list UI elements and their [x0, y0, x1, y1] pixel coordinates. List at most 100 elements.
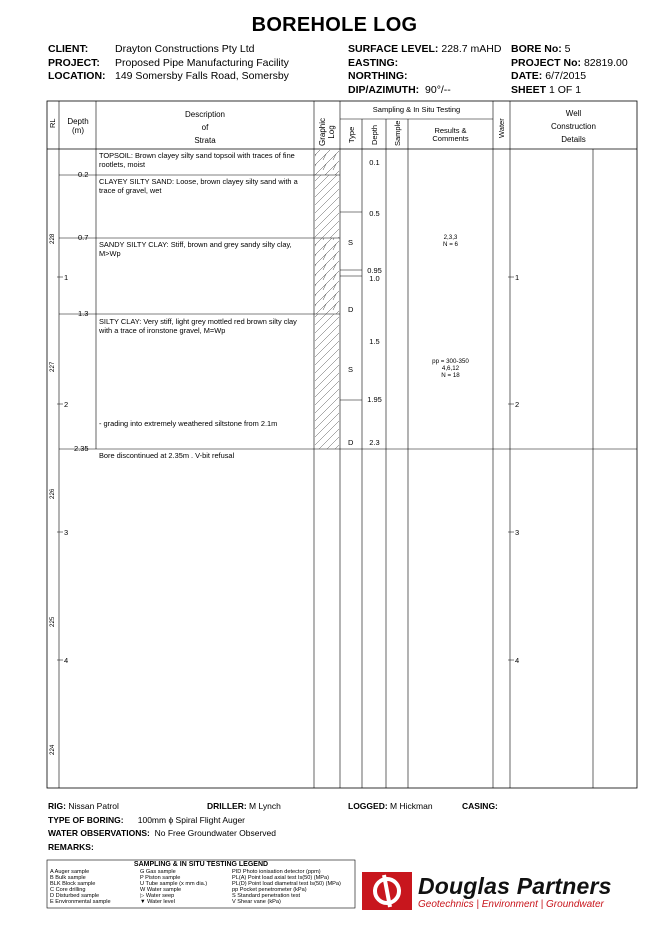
client-value: Drayton Constructions Pty Ltd [115, 43, 255, 55]
project-value: Proposed Pipe Manufacturing Facility [115, 56, 289, 69]
location-value: 149 Somersby Falls Road, Somersby [115, 70, 289, 82]
rl-tick: 226 [49, 488, 56, 499]
logged-value: M Hickman [390, 801, 433, 811]
well-header-3: Details [561, 135, 586, 144]
dip-value: 90°/-- [425, 83, 451, 96]
desc-header-3: Strata [194, 136, 216, 145]
sample-type: D [348, 438, 354, 447]
results-header: Results & Comments [408, 127, 493, 143]
legend-title: SAMPLING & IN SITU TESTING LEGEND [133, 861, 269, 868]
casing-label: CASING: [462, 801, 498, 811]
legend-item: pp Pocket penetrometer (kPa) [232, 887, 307, 893]
well-depth-tick: 1 [515, 273, 520, 282]
bore-label: BORE No: [511, 43, 562, 55]
depth-header-unit: (m) [72, 126, 84, 135]
result-line: pp = 300-350 [432, 358, 469, 365]
strata-depth: 2.35 [74, 444, 89, 453]
dip-label: DIP/AZIMUTH: [348, 83, 420, 96]
results-header-2: Comments [432, 134, 469, 143]
sheet-value: 1 OF 1 [548, 83, 582, 96]
boring-value: 100mm ϕ Spiral Flight Auger [137, 814, 246, 825]
header-left-values: Drayton Constructions Pty Ltd Proposed P… [115, 43, 289, 84]
bore-value: 5 [564, 43, 571, 55]
easting-label: EASTING: [348, 56, 399, 69]
sample-header: Sample [393, 120, 402, 146]
client-label: CLIENT: [48, 43, 89, 55]
legend-item: W Water sample [140, 887, 182, 893]
sample-depth-header: Depth [370, 124, 379, 145]
project-no-label: PROJECT No: [511, 56, 582, 69]
legend-item: V Shear vane (kPa) [232, 899, 281, 905]
rig-label: RIG: [48, 801, 66, 811]
desc-header-2: of [201, 123, 209, 132]
depth-tick: 3 [64, 528, 69, 537]
sample-type: S [348, 238, 354, 247]
douglas-partners-logo-icon [362, 872, 412, 910]
results-header-1: Results & [434, 126, 467, 135]
legend-col-3: PID Photo ionisation detector (ppm) PL(A… [232, 869, 341, 905]
desc-header: Description of Strata [96, 108, 314, 147]
header-mid: SURFACE LEVEL: 228.7 mAHD EASTING: NORTH… [348, 43, 501, 97]
legend-item: P Piston sample [140, 875, 181, 881]
result-line: N = 18 [441, 372, 460, 379]
type-header: Type [347, 126, 356, 143]
strata-description: CLAYEY SILTY SAND: Loose, brown clayey s… [99, 177, 298, 195]
sample-type: D [348, 305, 354, 314]
location-label: LOCATION: [48, 70, 106, 82]
legend-item: G Gas sample [140, 869, 176, 875]
depth-tick: 4 [64, 656, 69, 665]
strata-description: Bore discontinued at 2.35m . V-bit refus… [99, 451, 235, 460]
logged-label: LOGGED: [348, 801, 388, 811]
sample-depth: 0.95 [367, 266, 382, 275]
well-header-1: Well [565, 109, 582, 118]
legend-col-1: A Auger sample B Bulk sample BLK Block s… [50, 869, 111, 905]
remarks-label: REMARKS: [48, 841, 94, 852]
legend-item: PL(D) Point load diametral test Is(50) (… [232, 881, 341, 887]
legend-item: B Bulk sample [50, 875, 86, 881]
well-header-2: Construction [551, 122, 596, 131]
depth-tick: 2 [64, 400, 69, 409]
depth-header: Depth (m) [60, 117, 96, 135]
water-obs-value: No Free Groundwater Observed [154, 828, 277, 838]
northing-label: NORTHING: [348, 70, 408, 82]
surface-level-label: SURFACE LEVEL: [348, 43, 439, 55]
sample-depth: 1.0 [369, 274, 380, 283]
result-line: 4,6,12 [441, 365, 460, 372]
legend-item: D Disturbed sample [50, 893, 100, 899]
driller: DRILLER: M Lynch [207, 800, 281, 814]
boring-label: TYPE OF BORING: [48, 814, 124, 825]
legend-item: S Standard penetration test [232, 893, 301, 899]
rl-tick: 228 [49, 233, 56, 244]
well-depth-tick: 4 [515, 656, 520, 665]
casing: CASING: [462, 800, 498, 814]
desc-header-1: Description [184, 110, 225, 119]
result-line: N = 6 [443, 241, 458, 248]
rl-tick: 224 [49, 744, 56, 755]
page-title: BOREHOLE LOG [251, 14, 418, 36]
depth-header-label: Depth [67, 117, 89, 126]
rig-value: Nissan Patrol [68, 801, 119, 811]
well-depth-tick: 2 [515, 400, 520, 409]
legend-item: ▷ Water seep [140, 893, 175, 899]
graphic-header: Graphic Log [318, 118, 336, 146]
date-value: 6/7/2015 [545, 70, 587, 82]
legend-item: C Core drilling [50, 887, 86, 893]
strata-depth: 0.2 [78, 170, 89, 179]
sheet-label: SHEET [511, 83, 547, 96]
project-no-value: 82819.00 [583, 56, 628, 69]
strata-depth: 0.7 [78, 233, 89, 242]
well-header: Well Construction Details [510, 107, 637, 146]
surface-level-value: 228.7 mAHD [441, 43, 502, 55]
logo-name: Douglas Partners [418, 873, 612, 899]
project-label: PROJECT: [48, 56, 100, 69]
strata-description: SILTY CLAY: Very stiff, light grey mottl… [99, 317, 297, 335]
legend-item: PL(A) Point load axial test Is(50) (MPa) [232, 875, 329, 881]
logged: LOGGED: M Hickman [348, 800, 433, 814]
legend-item: U Tube sample (x mm dia.) [140, 881, 208, 887]
legend-item: PID Photo ionisation detector (ppm) [232, 869, 321, 875]
rl-tick: 225 [49, 616, 56, 627]
strata-description: SANDY SILTY CLAY: Stiff, brown and grey … [99, 240, 292, 258]
driller-value: M Lynch [249, 801, 281, 811]
legend-item: E Environmental sample [50, 899, 111, 905]
sample-depth: 0.5 [369, 209, 380, 218]
